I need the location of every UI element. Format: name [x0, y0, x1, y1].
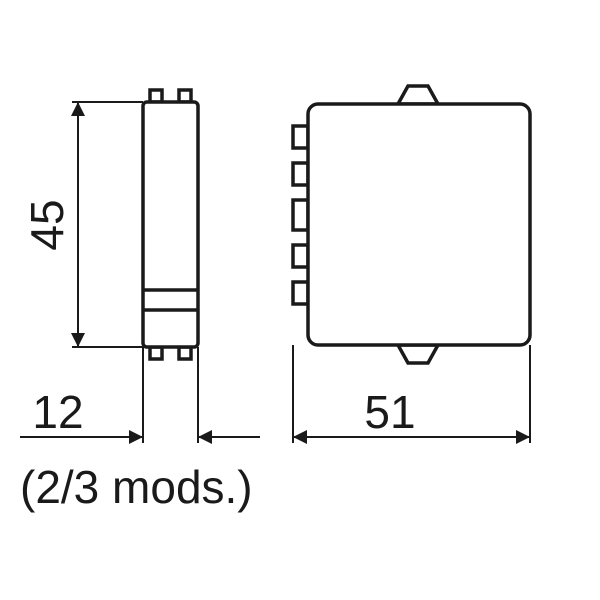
left-part-bottom-tab	[150, 347, 162, 359]
note-text: (2/3 mods.)	[20, 461, 253, 513]
dimension-width-right-label: 51	[364, 386, 415, 438]
left-part-top-tab	[179, 90, 191, 102]
right-part-side-tab	[293, 163, 308, 185]
right-part-side-tab	[293, 126, 308, 148]
right-part-side-tab	[293, 245, 308, 267]
right-part-side-tab	[293, 282, 308, 304]
dimension-width-left-label: 12	[32, 386, 83, 438]
dimension-height-label: 45	[21, 199, 73, 250]
right-part-body	[308, 104, 530, 345]
left-part-bottom-tab	[179, 347, 191, 359]
right-part-side-tab	[293, 200, 308, 230]
left-part-top-tab	[150, 90, 162, 102]
